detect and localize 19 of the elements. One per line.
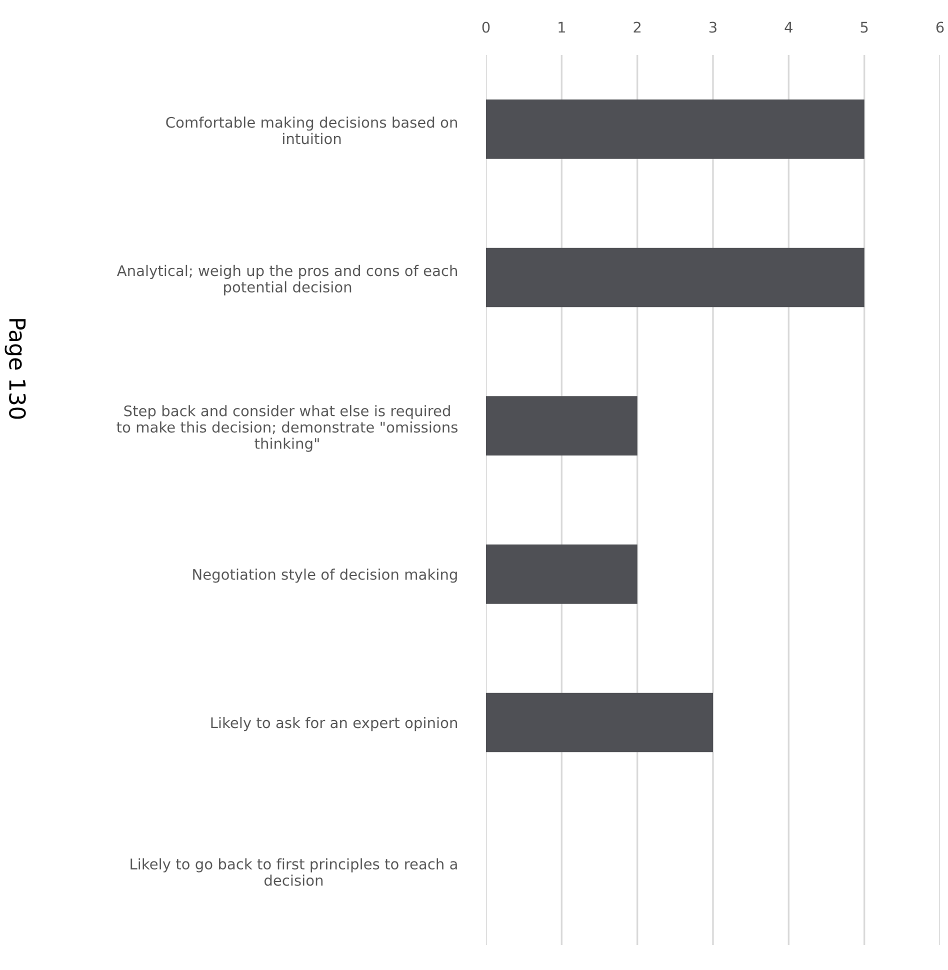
y-tick-label: Analytical; weigh up the pros and cons of each potential decision <box>116 264 457 296</box>
x-tick-label: 1 <box>558 22 565 33</box>
x-tick-label: 6 <box>936 22 944 33</box>
text: Page 130 <box>4 319 26 419</box>
bar <box>486 248 864 308</box>
y-tick-label: Step back and consider what else is required to make this decision; demonstrate "omissions thinking" <box>116 405 458 452</box>
bar <box>486 692 713 752</box>
x-tick-label: 4 <box>784 22 792 33</box>
x-tick-label: 2 <box>634 22 641 33</box>
x-tick-label: 5 <box>860 22 868 33</box>
y-tick-label: Comfortable making decisions based on intuition <box>166 116 457 144</box>
y-tick-label: Likely to go back to first principles to reach a decision <box>130 858 457 886</box>
x-tick-label: 3 <box>709 22 716 33</box>
bar <box>486 544 638 604</box>
x-tick-label: 0 <box>482 22 490 33</box>
y-tick-label: Negotiation style of decision making <box>193 568 457 583</box>
bar <box>486 396 638 456</box>
y-tick-label: Likely to ask for an expert opinion <box>211 716 457 732</box>
bar <box>486 100 864 159</box>
